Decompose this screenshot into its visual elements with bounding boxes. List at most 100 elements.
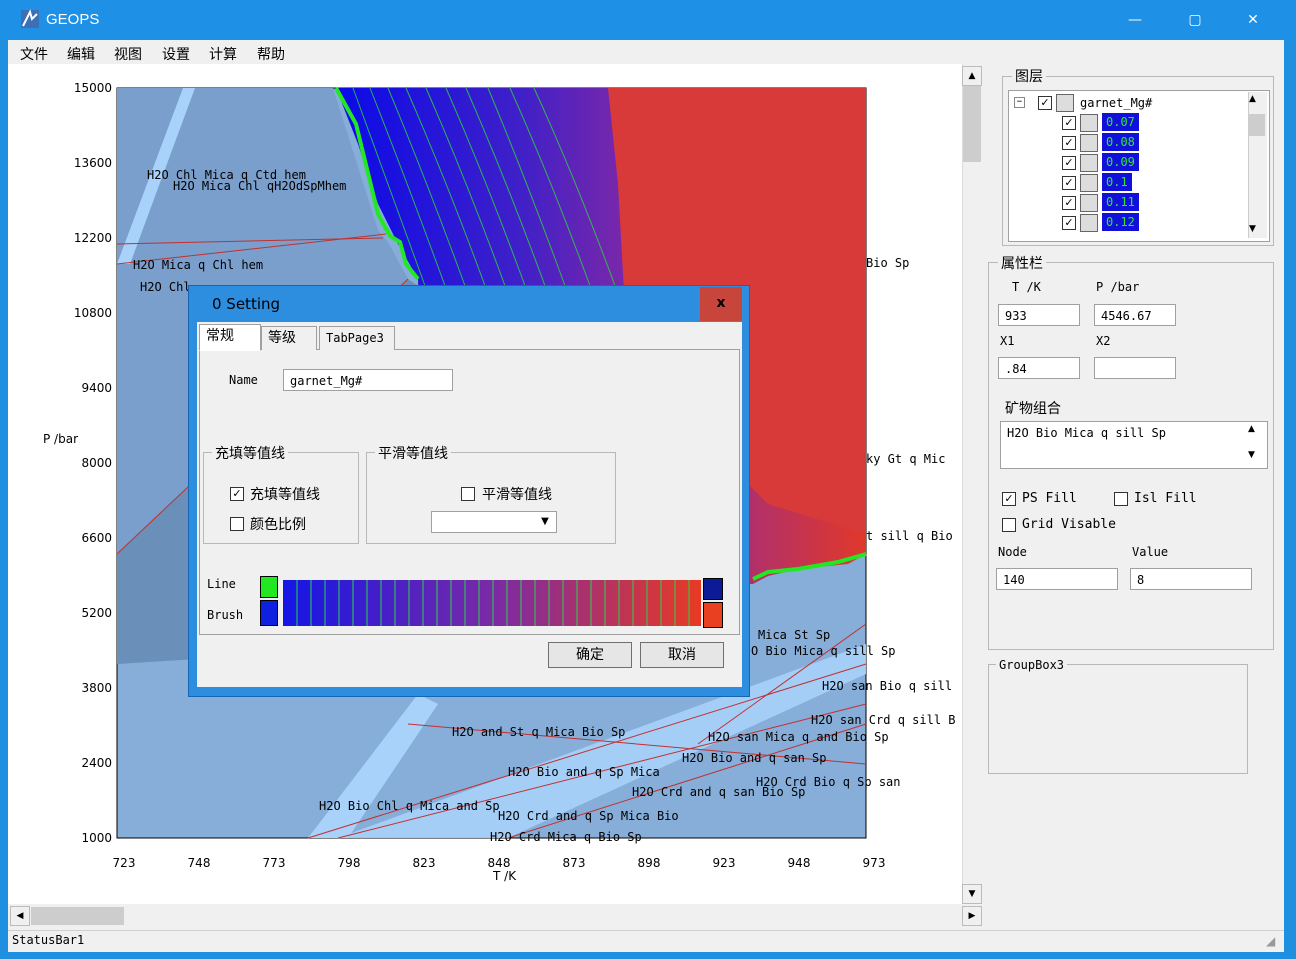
- tab-page3[interactable]: TabPage3: [319, 326, 395, 350]
- menu-help[interactable]: 帮助: [257, 47, 285, 63]
- vertical-scroll-thumb[interactable]: [963, 86, 981, 162]
- name-input[interactable]: garnet_Mg#: [283, 369, 453, 391]
- field-label: H2O Crd Mica q Bio Sp: [490, 830, 642, 844]
- layer-item-label[interactable]: 0.11: [1102, 193, 1139, 211]
- line-label: Line: [207, 577, 236, 591]
- brush-end-color[interactable]: [703, 602, 723, 628]
- menu-settings[interactable]: 设置: [162, 47, 190, 63]
- value-input[interactable]: 8: [1130, 568, 1252, 590]
- field-label: H2O san Crd q sill B: [811, 713, 956, 727]
- field-label: H2O Chl: [140, 280, 191, 294]
- field-label: H2O Crd and q Sp Mica Bio: [498, 809, 679, 823]
- maximize-button[interactable]: ▢: [1188, 12, 1202, 28]
- x-tick-label: 948: [788, 856, 811, 870]
- layer-root-checkbox[interactable]: ✓: [1038, 96, 1052, 110]
- node-input[interactable]: 140: [996, 568, 1118, 590]
- layer-root-label[interactable]: garnet_Mg#: [1080, 96, 1153, 110]
- properties-title: 属性栏: [998, 253, 1046, 273]
- menu-compute[interactable]: 计算: [209, 47, 237, 63]
- field-label: H2O Mica q Chl hem: [133, 258, 263, 272]
- resize-grip-icon[interactable]: ◢: [1266, 934, 1276, 948]
- layer-item-checkbox[interactable]: ✓: [1062, 216, 1076, 230]
- horizontal-scroll-thumb[interactable]: [31, 907, 124, 925]
- x1-label: X1: [1000, 334, 1015, 348]
- x2-input[interactable]: [1094, 357, 1176, 379]
- line-end-color[interactable]: [703, 578, 723, 600]
- chevron-down-icon[interactable]: ▼: [541, 516, 549, 527]
- mineral-scroll-down[interactable]: ▼: [1248, 450, 1255, 460]
- brush-start-color[interactable]: [260, 600, 278, 626]
- groupbox3-title: GroupBox3: [996, 658, 1068, 672]
- tab-general[interactable]: 常规: [199, 324, 261, 351]
- fill-contour-checkbox[interactable]: ✓: [230, 487, 244, 501]
- smooth-contour-group-title: 平滑等值线: [375, 443, 451, 463]
- tree-collapse-icon[interactable]: −: [1014, 97, 1025, 108]
- x-axis-label: T /K: [492, 869, 517, 883]
- ok-button[interactable]: 确定: [548, 642, 632, 668]
- layer-item-edit-icon: [1080, 174, 1098, 192]
- color-scale-label: 颜色比例: [250, 517, 306, 533]
- layer-item-label[interactable]: 0.08: [1102, 133, 1139, 151]
- app-icon: [21, 9, 39, 28]
- contour-lines: [352, 87, 619, 295]
- layer-item-label[interactable]: 0.12: [1102, 213, 1139, 231]
- line-start-color[interactable]: [260, 576, 278, 598]
- field-label: Bio Sp: [866, 256, 909, 270]
- tree-scroll-up[interactable]: ▲: [1249, 94, 1256, 104]
- fill-contour-label: 充填等值线: [250, 487, 320, 503]
- layer-item-checkbox[interactable]: ✓: [1062, 196, 1076, 210]
- smooth-select[interactable]: [431, 511, 557, 533]
- menu-file[interactable]: 文件: [20, 47, 48, 63]
- grid-visible-label: Grid Visable: [1022, 517, 1116, 532]
- mineral-assemblage-box[interactable]: H2O Bio Mica q sill Sp: [1000, 421, 1268, 469]
- layer-item-checkbox[interactable]: ✓: [1062, 156, 1076, 170]
- y-tick-label: 13600: [74, 156, 112, 170]
- layer-item-label[interactable]: 0.07: [1102, 113, 1139, 131]
- menu-bar: [8, 40, 1284, 64]
- ps-fill-label: PS Fill: [1022, 491, 1077, 506]
- field-label: H2O san Bio q sill: [822, 679, 952, 693]
- brush-label: Brush: [207, 608, 244, 622]
- layer-item-checkbox[interactable]: ✓: [1062, 136, 1076, 150]
- mineral-scroll-up[interactable]: ▲: [1248, 424, 1255, 434]
- y-tick-label: 1000: [81, 831, 112, 845]
- layers-group: [1002, 76, 1274, 246]
- tab-levels[interactable]: 等级: [261, 326, 317, 350]
- grid-visible-checkbox[interactable]: [1002, 518, 1016, 532]
- scroll-down-button[interactable]: ▼: [962, 884, 982, 904]
- minimize-button[interactable]: —: [1128, 12, 1142, 28]
- layer-item-checkbox[interactable]: ✓: [1062, 176, 1076, 190]
- close-button[interactable]: ✕: [1247, 12, 1259, 28]
- ps-fill-checkbox[interactable]: ✓: [1002, 492, 1016, 506]
- band-2: [308, 694, 438, 838]
- layer-edit-icon: [1056, 94, 1074, 112]
- tree-scroll-down[interactable]: ▼: [1249, 224, 1256, 234]
- dialog-close-button[interactable]: x: [700, 287, 742, 321]
- scroll-right-button[interactable]: ▶: [962, 906, 982, 926]
- scroll-left-button[interactable]: ◀: [10, 906, 30, 926]
- isl-fill-checkbox[interactable]: [1114, 492, 1128, 506]
- menu-view[interactable]: 视图: [114, 47, 142, 63]
- y-tick-label: 6600: [81, 531, 112, 545]
- p-input[interactable]: 4546.67: [1094, 304, 1176, 326]
- x1-input[interactable]: .84: [998, 357, 1080, 379]
- menu-edit[interactable]: 编辑: [67, 47, 95, 63]
- t-input[interactable]: 933: [998, 304, 1080, 326]
- layer-tree[interactable]: [1008, 90, 1270, 242]
- window-title: GEOPS: [46, 11, 100, 28]
- layer-item-label[interactable]: 0.09: [1102, 153, 1139, 171]
- smooth-contour-checkbox[interactable]: [461, 487, 475, 501]
- scroll-up-button[interactable]: ▲: [962, 66, 982, 86]
- cancel-button[interactable]: 取消: [640, 642, 724, 668]
- field-label: ky Gt q Mic: [866, 452, 945, 466]
- color-ramp[interactable]: [283, 580, 701, 626]
- layer-item-checkbox[interactable]: ✓: [1062, 116, 1076, 130]
- band-1: [117, 88, 195, 264]
- color-scale-checkbox[interactable]: [230, 517, 244, 531]
- x-tick-label: 823: [413, 856, 436, 870]
- horizontal-scrollbar[interactable]: [8, 904, 982, 926]
- vertical-scrollbar[interactable]: [962, 64, 983, 904]
- field-label: H2O Mica Chl qH2OdSpMhem: [173, 179, 346, 193]
- tree-scroll-thumb[interactable]: [1249, 114, 1265, 136]
- layer-item-label[interactable]: 0.1: [1102, 173, 1132, 191]
